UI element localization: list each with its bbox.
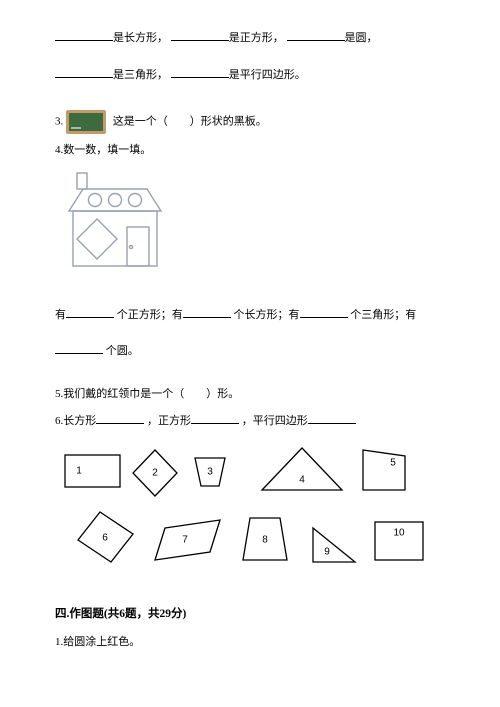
blank[interactable] <box>55 29 113 41</box>
shape-label-3: 3 <box>207 467 213 478</box>
text: 有 <box>55 309 66 321</box>
section-4-title: 四.作图题(共6题，共29分) <box>55 604 445 626</box>
text: 个长方形；有 <box>234 309 300 321</box>
question-5: 5.我们戴的红领巾是一个（ ）形。 <box>55 384 445 405</box>
shape-label-8: 8 <box>262 535 268 546</box>
text: 个圆。 <box>106 345 139 357</box>
text: 是平行四边形。 <box>229 69 306 81</box>
question-6: 6.长方形 ，正方形 ，平行四边形 <box>55 411 445 432</box>
text: 是三角形， <box>113 69 168 81</box>
text: 是长方形， <box>113 32 168 44</box>
blank[interactable] <box>300 306 348 318</box>
blank[interactable] <box>171 29 229 41</box>
fill-line-1: 是长方形， 是正方形， 是圆， <box>55 28 445 49</box>
blank[interactable] <box>96 412 144 424</box>
text: 6.长方形 <box>55 415 96 427</box>
q3-prefix: 3. <box>55 115 63 127</box>
shape-label-6: 6 <box>102 533 108 544</box>
shape-label-5: 5 <box>390 458 396 469</box>
blank[interactable] <box>191 412 239 424</box>
text: ，正方形 <box>147 415 191 427</box>
q4-answer-line-1: 有 个正方形；有 个长方形；有 个三角形；有 <box>55 305 445 326</box>
question-3: 3. 这是一个（ ）形状的黑板。 <box>55 110 445 134</box>
text: 是圆， <box>345 32 378 44</box>
shape-label-1: 1 <box>76 466 82 477</box>
q3-text: 这是一个（ ）形状的黑板。 <box>113 115 267 127</box>
blank[interactable] <box>287 29 345 41</box>
shape-label-4: 4 <box>299 475 305 486</box>
text: 个三角形；有 <box>350 309 416 321</box>
blank[interactable] <box>55 66 113 78</box>
blackboard-icon <box>66 110 106 134</box>
blank[interactable] <box>55 342 103 354</box>
shapes-figure: 1 2 3 4 5 6 7 8 9 10 <box>55 440 445 588</box>
blank[interactable] <box>183 306 231 318</box>
blank[interactable] <box>171 66 229 78</box>
shape-label-9: 9 <box>324 547 330 558</box>
house-figure <box>55 169 445 287</box>
shape-label-7: 7 <box>182 535 188 546</box>
fill-line-2: 是三角形， 是平行四边形。 <box>55 65 445 86</box>
text: 个正方形；有 <box>117 309 183 321</box>
blank[interactable] <box>66 306 114 318</box>
text: 是正方形， <box>229 32 284 44</box>
section-4-q1: 1.给圆涂上红色。 <box>55 632 445 653</box>
shape-label-10: 10 <box>393 528 405 539</box>
text: ，平行四边形 <box>242 415 308 427</box>
shape-label-2: 2 <box>152 468 158 479</box>
question-4-title: 4.数一数，填一填。 <box>55 140 445 161</box>
q4-answer-line-2: 个圆。 <box>55 341 445 362</box>
blank[interactable] <box>308 412 356 424</box>
